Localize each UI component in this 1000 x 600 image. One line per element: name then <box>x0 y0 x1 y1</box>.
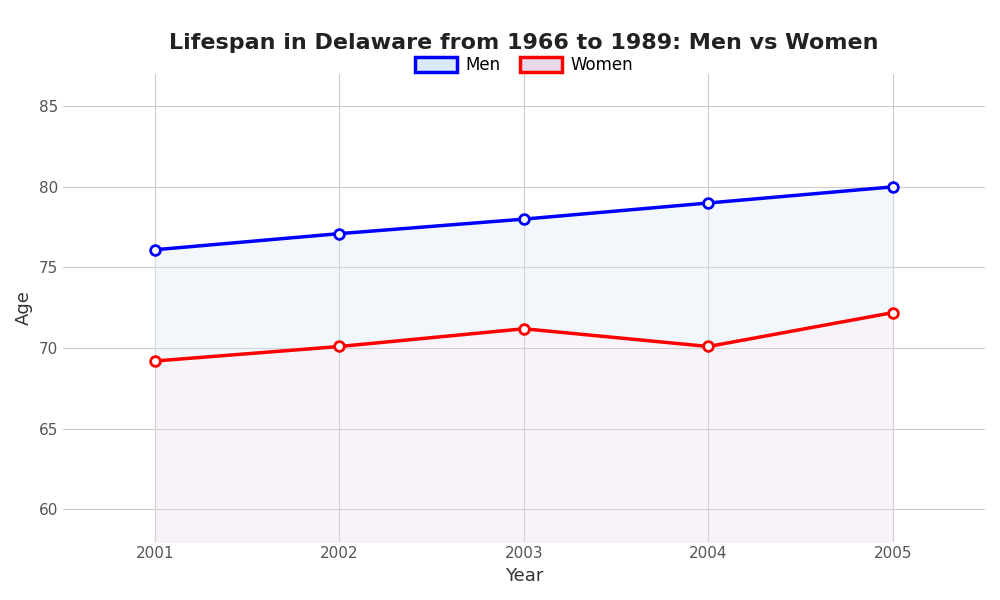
Y-axis label: Age: Age <box>15 290 33 325</box>
Title: Lifespan in Delaware from 1966 to 1989: Men vs Women: Lifespan in Delaware from 1966 to 1989: … <box>169 33 879 53</box>
Legend: Men, Women: Men, Women <box>408 50 639 81</box>
X-axis label: Year: Year <box>505 567 543 585</box>
